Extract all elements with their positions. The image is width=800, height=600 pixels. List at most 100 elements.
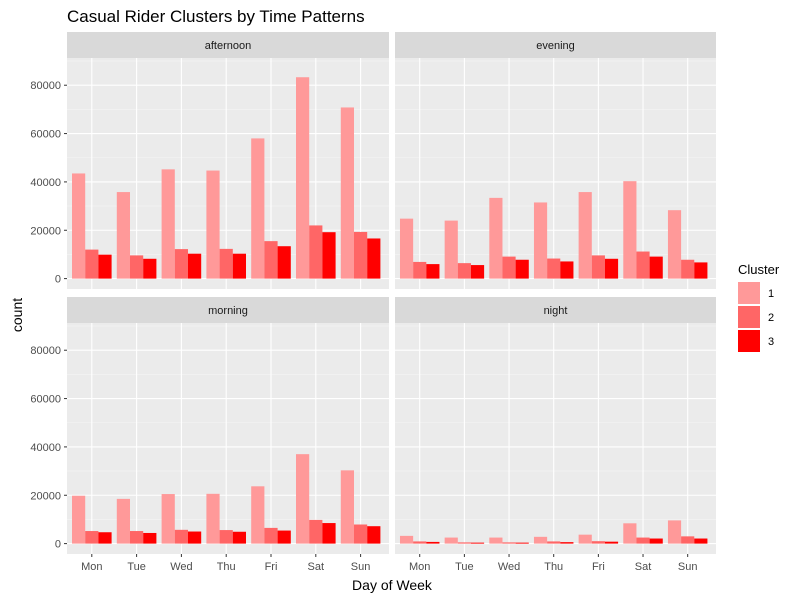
bar-night-Mon-cluster-1	[399, 535, 414, 544]
bar-night-Sat-cluster-2	[636, 537, 650, 544]
y-tick-label: 40000	[30, 442, 61, 454]
bar-night-Tue-cluster-2	[457, 542, 471, 544]
x-tick-label: Thu	[217, 561, 236, 573]
legend-label-cluster-1: 1	[768, 288, 774, 300]
bar-morning-Sun-cluster-2	[354, 524, 368, 544]
y-tick-label: 60000	[30, 394, 61, 406]
x-tick-label: Thu	[544, 561, 563, 573]
bar-night-Mon-cluster-3	[426, 541, 440, 544]
bar-afternoon-Wed-cluster-3	[188, 253, 202, 279]
y-tick-label: 40000	[30, 177, 61, 189]
facet-strip	[67, 297, 389, 323]
legend-key-cluster-2	[738, 306, 760, 328]
bar-morning-Sat-cluster-1	[296, 454, 310, 544]
bar-afternoon-Thu-cluster-3	[232, 253, 246, 279]
bar-night-Thu-cluster-1	[533, 536, 548, 544]
bar-morning-Sat-cluster-3	[322, 523, 336, 544]
bar-morning-Mon-cluster-3	[98, 532, 112, 544]
facet-strip	[67, 32, 389, 58]
chart-title: Casual Rider Clusters by Time Patterns	[67, 7, 365, 26]
facet-panel-morning: morning 0 20000 40000 60000 80000 Mon Tue Wed Thu…	[30, 297, 389, 573]
bar-morning-Fri-cluster-2	[264, 527, 278, 544]
bar-night-Tue-cluster-1	[444, 537, 458, 544]
bar-evening-Mon-cluster-3	[426, 264, 440, 279]
bar-evening-Thu-cluster-1	[533, 202, 548, 279]
bar-afternoon-Sun-cluster-1	[340, 107, 354, 279]
facet-strip-label: morning	[208, 305, 248, 317]
bar-evening-Tue-cluster-1	[444, 220, 458, 279]
x-tick-label: Tue	[127, 561, 146, 573]
bar-evening-Mon-cluster-2	[413, 261, 427, 279]
bar-night-Sat-cluster-1	[623, 523, 637, 544]
bar-night-Sun-cluster-2	[681, 536, 695, 544]
bar-evening-Tue-cluster-3	[470, 265, 485, 279]
bar-afternoon-Mon-cluster-2	[85, 249, 99, 279]
bar-morning-Sat-cluster-2	[309, 519, 323, 544]
bar-morning-Tue-cluster-3	[143, 532, 157, 544]
bar-evening-Sun-cluster-2	[681, 259, 695, 279]
bar-afternoon-Sat-cluster-2	[309, 225, 323, 279]
bar-night-Wed-cluster-3	[515, 542, 529, 544]
y-tick-label: 0	[55, 274, 61, 286]
x-tick-label: Sun	[351, 561, 371, 573]
bar-afternoon-Fri-cluster-1	[251, 138, 265, 279]
x-tick-label: Fri	[592, 561, 605, 573]
bar-morning-Wed-cluster-1	[161, 494, 175, 544]
x-tick-label: Sun	[678, 561, 698, 573]
bar-morning-Sun-cluster-1	[340, 470, 354, 544]
bar-evening-Wed-cluster-1	[489, 197, 503, 279]
legend-key-cluster-1	[738, 282, 760, 304]
bar-evening-Sun-cluster-1	[667, 210, 682, 279]
x-tick-label: Mon	[409, 561, 430, 573]
x-tick-label: Wed	[498, 561, 520, 573]
bar-evening-Fri-cluster-1	[578, 192, 592, 279]
legend-label-cluster-2: 2	[768, 312, 774, 324]
bar-afternoon-Tue-cluster-3	[143, 258, 157, 279]
bar-night-Wed-cluster-1	[489, 537, 503, 544]
bar-night-Sat-cluster-3	[649, 538, 663, 544]
bar-afternoon-Sat-cluster-3	[322, 232, 336, 279]
bar-night-Fri-cluster-2	[591, 541, 605, 544]
y-tick-label: 0	[55, 539, 61, 551]
bar-morning-Fri-cluster-1	[251, 486, 265, 544]
legend-label-cluster-3: 3	[768, 336, 774, 348]
bar-afternoon-Sun-cluster-3	[367, 238, 381, 279]
bar-evening-Sat-cluster-1	[623, 181, 637, 279]
facet-strip	[395, 32, 716, 58]
y-tick-label: 20000	[30, 225, 61, 237]
bar-night-Fri-cluster-1	[578, 534, 592, 544]
x-tick-label: Wed	[170, 561, 192, 573]
bar-night-Thu-cluster-2	[547, 541, 561, 544]
bar-afternoon-Wed-cluster-2	[174, 249, 188, 279]
legend-title: Cluster	[738, 262, 780, 277]
bar-afternoon-Fri-cluster-3	[277, 246, 291, 279]
bar-morning-Wed-cluster-3	[188, 531, 202, 544]
x-axis-title: Day of Week	[352, 577, 433, 593]
facet-panel-night: night Mon Tue Wed Thu Fri Sat Sun	[395, 297, 716, 573]
bar-afternoon-Sat-cluster-1	[296, 77, 310, 279]
facet-strip-label: night	[544, 305, 568, 317]
y-tick-label: 80000	[30, 80, 61, 92]
facet-panel-evening: evening	[395, 32, 716, 289]
bar-night-Wed-cluster-2	[502, 542, 516, 544]
x-tick-label: Tue	[455, 561, 474, 573]
bar-afternoon-Sun-cluster-2	[354, 231, 368, 279]
bar-afternoon-Mon-cluster-1	[72, 173, 86, 279]
legend: 1 2 3	[738, 282, 774, 352]
bar-morning-Thu-cluster-3	[232, 531, 246, 544]
bar-evening-Thu-cluster-3	[560, 261, 574, 279]
y-tick-label: 60000	[30, 129, 61, 141]
bar-morning-Tue-cluster-1	[116, 498, 130, 544]
facet-strip-label: evening	[536, 40, 575, 52]
y-axis-title: count	[9, 298, 25, 332]
bar-morning-Mon-cluster-2	[85, 531, 99, 544]
bar-night-Tue-cluster-3	[470, 542, 485, 544]
x-tick-label: Sat	[635, 561, 652, 573]
bar-afternoon-Tue-cluster-2	[130, 255, 144, 279]
bar-evening-Mon-cluster-1	[399, 218, 414, 279]
y-tick-label: 80000	[30, 345, 61, 357]
facet-strip-label: afternoon	[205, 40, 251, 52]
bar-morning-Fri-cluster-3	[277, 530, 291, 544]
